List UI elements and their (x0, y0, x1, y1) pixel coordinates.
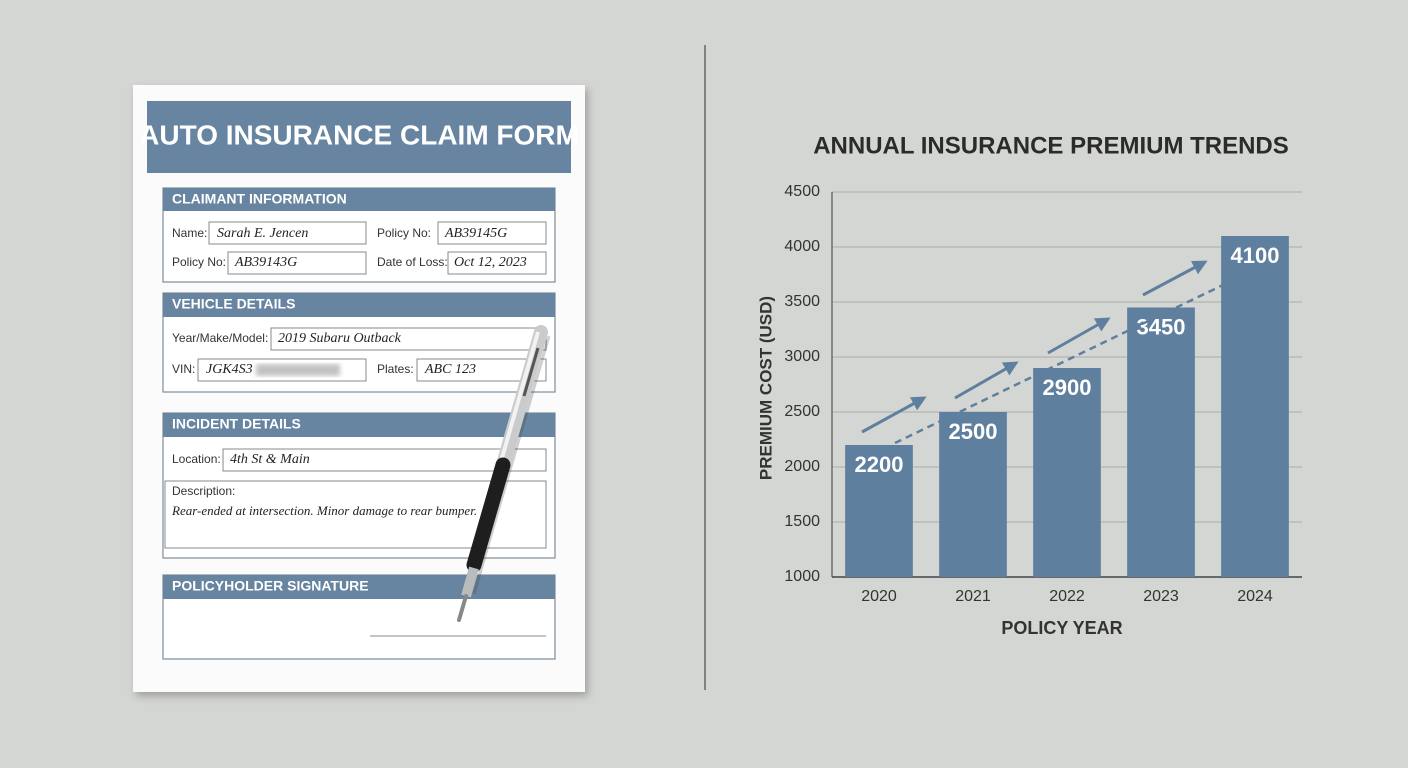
form-header (147, 101, 571, 173)
field-label: Date of Loss: (377, 255, 448, 269)
y-axis-label: PREMIUM COST (USD) (756, 296, 775, 480)
field-label: Plates: (377, 362, 414, 376)
x-tick-label: 2022 (1049, 588, 1085, 605)
trend-decoration (861, 260, 1253, 445)
field-label: Location: (172, 452, 221, 466)
pen (457, 325, 551, 622)
trend-arrow (861, 396, 927, 434)
section-heading: POLICYHOLDER SIGNATURE (172, 578, 369, 594)
field-label: Year/Make/Model: (172, 331, 268, 345)
field-value: JGK4S3 (206, 362, 253, 377)
bar-value-label: 3450 (1137, 314, 1186, 339)
y-tick-label: 1000 (784, 568, 820, 585)
form-title: AUTO INSURANCE CLAIM FORM (139, 119, 579, 150)
y-tick-label: 2500 (784, 403, 820, 420)
chart-title: ANNUAL INSURANCE PREMIUM TRENDS (813, 132, 1289, 159)
section-heading: VEHICLE DETAILS (172, 296, 295, 312)
field-box (437, 221, 547, 245)
x-tick-label: 2023 (1143, 588, 1179, 605)
field-label: Description: (172, 484, 235, 498)
field-value: 2019 Subaru Outback (278, 331, 402, 346)
x-axis-label: POLICY YEAR (1001, 618, 1122, 638)
section-header (163, 575, 555, 599)
bar (845, 445, 913, 577)
trend-arrow (1142, 260, 1208, 297)
trend-arrow (1047, 317, 1111, 355)
bar-value-label: 4100 (1231, 243, 1280, 268)
x-tick-label: 2020 (861, 588, 897, 605)
chart: ANNUAL INSURANCE PREMIUM TRENDS PREMIUM … (756, 132, 1302, 638)
field-value: AB39145G (444, 226, 507, 241)
section-header (163, 293, 555, 317)
y-tick-label: 3000 (784, 348, 820, 365)
field-box (447, 251, 547, 275)
x-tick-label: 2021 (955, 588, 991, 605)
y-tick-label: 3500 (784, 293, 820, 310)
field-box (227, 251, 367, 275)
trend-line (894, 270, 1253, 445)
y-tick-label: 4500 (784, 183, 820, 200)
section-heading: CLAIMANT INFORMATION (172, 191, 347, 207)
field-value: 4th St & Main (230, 452, 310, 467)
field-label: Name: (172, 226, 207, 240)
field-value: Rear-ended at intersection. Minor damage… (171, 503, 477, 518)
bar-value-label: 2900 (1043, 375, 1092, 400)
redaction-blur (256, 364, 340, 376)
section-header (163, 413, 555, 437)
y-tick-label: 1500 (784, 513, 820, 530)
field-label: Policy No: (172, 255, 226, 269)
y-tick-label: 4000 (784, 238, 820, 255)
section-heading: INCIDENT DETAILS (172, 416, 301, 432)
field-value: AB39143G (234, 255, 297, 270)
bar-value-label: 2500 (949, 419, 998, 444)
field-box (208, 221, 367, 245)
bar-value-label: 2200 (855, 452, 904, 477)
y-tick-label: 2000 (784, 458, 820, 475)
field-value: ABC 123 (424, 362, 476, 377)
bar (1221, 236, 1289, 577)
field-box (222, 448, 547, 472)
field-label: VIN: (172, 362, 195, 376)
x-tick-label: 2024 (1237, 588, 1273, 605)
trend-arrow (954, 361, 1019, 400)
field-value: Oct 12, 2023 (454, 255, 527, 270)
claim-form: AUTO INSURANCE CLAIM FORM CLAIMANT INFOR… (133, 85, 585, 692)
field-label: Policy No: (377, 226, 431, 240)
field-value: Sarah E. Jencen (217, 226, 308, 241)
bar (939, 412, 1007, 577)
bar (1033, 368, 1101, 577)
field-box (416, 358, 547, 382)
section-header (163, 188, 555, 211)
bar (1127, 307, 1195, 577)
